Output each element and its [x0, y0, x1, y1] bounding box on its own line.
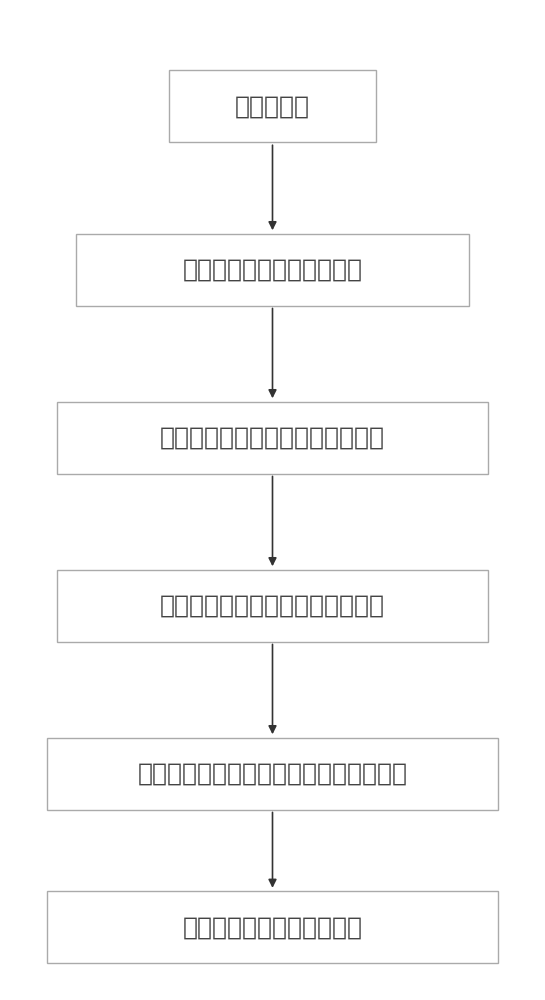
- FancyBboxPatch shape: [169, 70, 376, 142]
- Text: 种植期满前二周，将鼺合剂混入尾矿基质: 种植期满前二周，将鼺合剂混入尾矿基质: [137, 762, 408, 786]
- FancyBboxPatch shape: [47, 891, 498, 963]
- Text: 利用生物炭制备生物炭基肌: 利用生物炭制备生物炭基肌: [183, 258, 362, 282]
- Text: 种植期满后，收割白茉植株: 种植期满后，收割白茉植株: [183, 915, 362, 939]
- FancyBboxPatch shape: [57, 570, 488, 642]
- Text: 将生物炭基肌混合加入鐵镇质尾矿: 将生物炭基肌混合加入鐵镇质尾矿: [160, 426, 385, 450]
- FancyBboxPatch shape: [47, 738, 498, 810]
- Text: 将培育的白茉幼苗移栽至尾矿基质: 将培育的白茉幼苗移栽至尾矿基质: [160, 594, 385, 618]
- FancyBboxPatch shape: [57, 402, 488, 474]
- FancyBboxPatch shape: [76, 234, 469, 306]
- Text: 制备生物炭: 制备生物炭: [235, 94, 310, 118]
